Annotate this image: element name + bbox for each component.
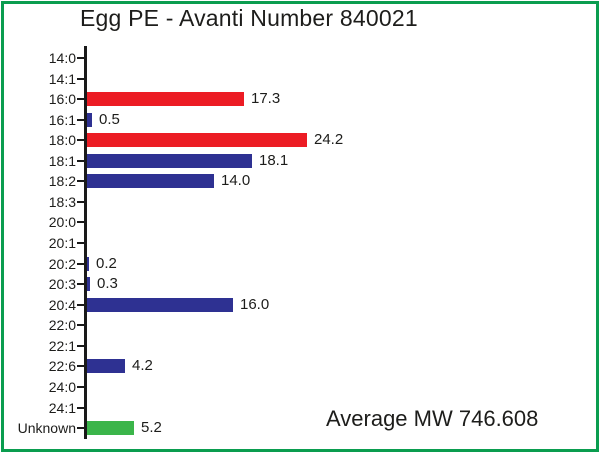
category-label: 22:0 <box>48 317 76 334</box>
axis-tick <box>77 118 84 121</box>
axis-tick <box>77 221 84 224</box>
axis-tick <box>77 385 84 388</box>
value-label: 5.2 <box>141 419 162 437</box>
value-label: 0.2 <box>96 254 117 272</box>
axis-tick <box>77 98 84 101</box>
bar <box>87 133 307 148</box>
chart-title: Egg PE - Avanti Number 840021 <box>80 5 418 31</box>
category-label: 20:1 <box>48 235 76 252</box>
value-label: 24.2 <box>314 131 344 149</box>
bar <box>87 421 134 436</box>
value-label: 16.0 <box>240 295 270 313</box>
value-label: 4.2 <box>132 357 153 375</box>
category-label: 18:3 <box>48 193 76 210</box>
bar <box>87 256 89 271</box>
axis-tick <box>77 427 84 430</box>
bar <box>87 174 214 189</box>
value-label: 14.0 <box>221 172 251 190</box>
category-label: 16:1 <box>48 111 76 128</box>
category-label: 20:4 <box>48 296 76 313</box>
axis-tick <box>77 262 84 265</box>
category-label: 22:6 <box>48 358 76 375</box>
axis-tick <box>77 406 84 409</box>
axis-tick <box>77 365 84 368</box>
category-label: 18:1 <box>48 152 76 169</box>
average-mw-annotation: Average MW 746.608 <box>326 406 539 431</box>
bar <box>87 112 92 127</box>
value-label: 18.1 <box>259 151 289 169</box>
category-label: 18:2 <box>48 173 76 190</box>
axis-tick <box>77 139 84 142</box>
value-label: 17.3 <box>251 90 281 108</box>
category-label: 24:0 <box>48 378 76 395</box>
bar <box>87 153 252 168</box>
category-label: 20:3 <box>48 276 76 293</box>
value-label: 0.3 <box>97 275 118 293</box>
bar <box>87 92 244 107</box>
category-label: 22:1 <box>48 337 76 354</box>
y-axis-line <box>84 46 87 439</box>
axis-tick <box>77 242 84 245</box>
category-label: 20:2 <box>48 255 76 272</box>
axis-tick <box>77 200 84 203</box>
axis-tick <box>77 324 84 327</box>
category-label: 14:0 <box>48 50 76 66</box>
axis-tick <box>77 57 84 59</box>
category-label: 20:0 <box>48 214 76 231</box>
bar <box>87 359 125 374</box>
axis-tick <box>77 180 84 183</box>
axis-tick <box>77 303 84 306</box>
category-label: Unknown <box>17 420 76 437</box>
bar <box>87 277 90 292</box>
category-label: 16:0 <box>48 91 76 108</box>
category-label: 14:1 <box>48 70 76 87</box>
axis-tick <box>77 159 84 162</box>
category-label: 18:0 <box>48 132 76 149</box>
bar <box>87 297 233 312</box>
axis-tick <box>77 344 84 347</box>
axis-tick <box>77 77 84 80</box>
category-label: 24:1 <box>48 399 76 416</box>
value-label: 0.5 <box>99 110 120 128</box>
axis-tick <box>77 283 84 286</box>
